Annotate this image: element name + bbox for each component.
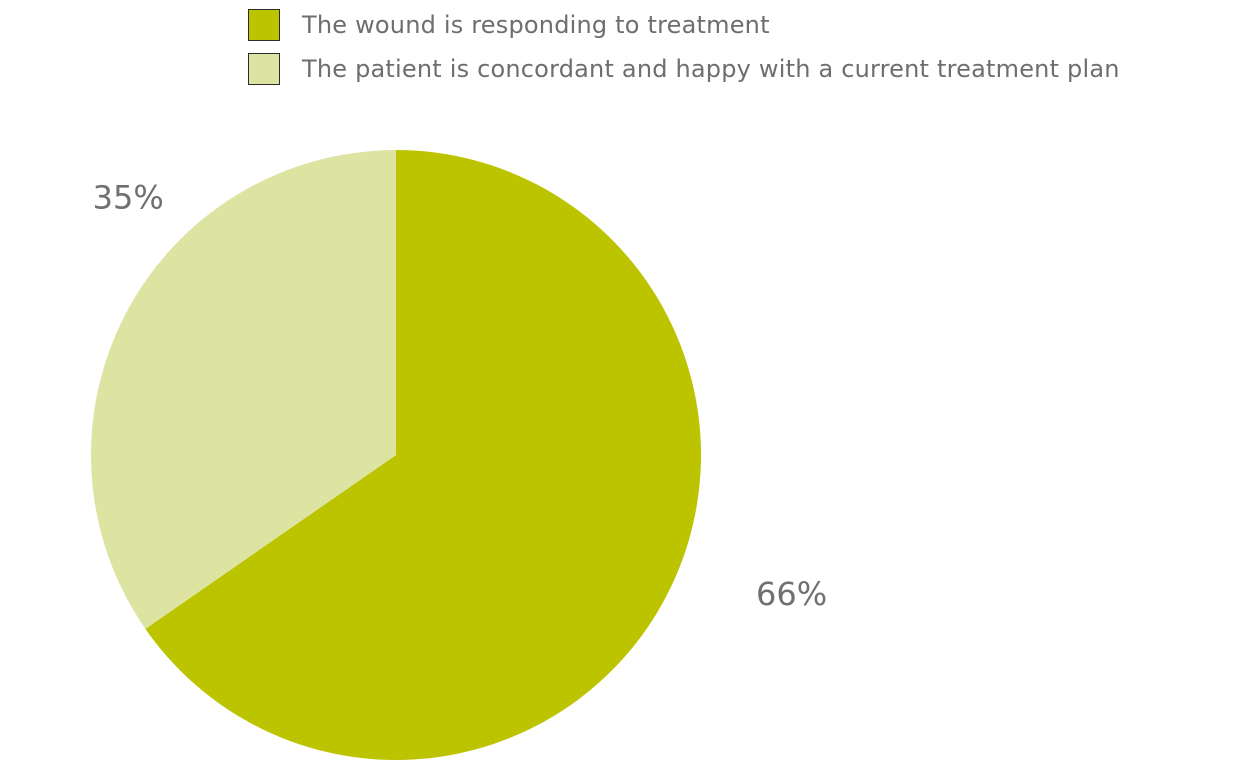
- legend-item-patient-concordant: The patient is concordant and happy with…: [248, 52, 1120, 86]
- legend-label-wound-responding: The wound is responding to treatment: [302, 11, 770, 39]
- chart-legend: The wound is responding to treatment The…: [248, 8, 1120, 96]
- slice-label-patient-concordant: 35%: [93, 179, 164, 217]
- slice-label-wound-responding: 66%: [756, 575, 827, 613]
- legend-label-patient-concordant: The patient is concordant and happy with…: [302, 55, 1120, 83]
- pie-slice-wound-responding: [145, 150, 702, 761]
- legend-swatch-wound-responding: [248, 9, 280, 41]
- legend-swatch-patient-concordant: [248, 53, 280, 85]
- legend-item-wound-responding: The wound is responding to treatment: [248, 8, 1120, 42]
- pie-slice-patient-concordant: [91, 150, 396, 629]
